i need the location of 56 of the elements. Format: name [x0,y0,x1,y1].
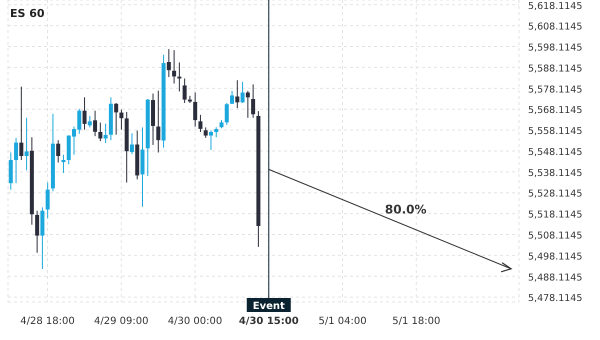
y-tick-label: 5,528.1145 [528,188,582,200]
candlestick [8,152,13,190]
candlestick [204,126,208,138]
candlestick [130,132,134,155]
candlestick [104,123,108,144]
candlestick [198,114,202,132]
candlestick [82,96,87,130]
candlestick [193,92,198,128]
candlestick [235,80,240,109]
candlestick [182,78,187,104]
ref-line-label: Event [252,301,286,312]
candlestick [93,110,98,137]
y-tick-label: 5,588.1145 [528,63,582,74]
candlestick [224,102,229,126]
x-tick-label: 4/30 15:00 [238,316,299,327]
candlestick [88,115,92,128]
candlestick [246,90,250,118]
candlestick [166,48,171,78]
candlestick [35,210,40,254]
y-tick-label: 5,498.1145 [528,251,582,262]
x-tick-label: 5/1 18:00 [392,316,440,327]
x-tick-label: 5/1 04:00 [318,316,367,327]
candlestick [240,81,245,104]
y-tick-label: 5,538.1145 [528,168,582,179]
candlestick [208,130,213,150]
y-tick-label: 5,508.1145 [528,230,582,242]
y-tick-label: 5,558.1145 [528,126,582,138]
y-tick-label: 5,548.1145 [528,146,582,158]
candlestick [177,62,182,92]
candlestick [114,102,118,136]
candlestick [56,140,60,163]
candlestick [24,117,29,171]
candlestick [156,90,160,153]
candlestick [61,154,66,174]
candlestick [98,122,102,142]
candlestick [14,137,18,184]
candlestick [46,182,50,219]
candlestick [172,50,176,84]
y-tick-label: 5,488.1145 [528,272,582,284]
candlestick [19,86,24,160]
x-tick-label: 4/30 00:00 [168,316,222,327]
y-tick-label: 5,518.1145 [528,210,582,221]
y-tick-label: 5,478.1145 [528,293,582,304]
candlestick [230,90,234,104]
y-tick-label: 5,578.1145 [528,84,582,96]
y-tick-label: 5,568.1145 [528,105,582,116]
annotation: 80.0% [384,202,427,217]
candlestick [214,126,218,138]
x-tick-label: 4/28 18:00 [20,316,75,327]
text: ES 60 [10,7,45,20]
candlestick [119,109,124,130]
candlestick [251,84,256,118]
y-tick-label: 5,598.1145 [528,42,582,54]
y-tick-label: 5,618.1145 [528,0,582,12]
y-tick-label: 5,608.1145 [528,22,582,33]
x-tick-label: 4/29 09:00 [94,316,148,327]
